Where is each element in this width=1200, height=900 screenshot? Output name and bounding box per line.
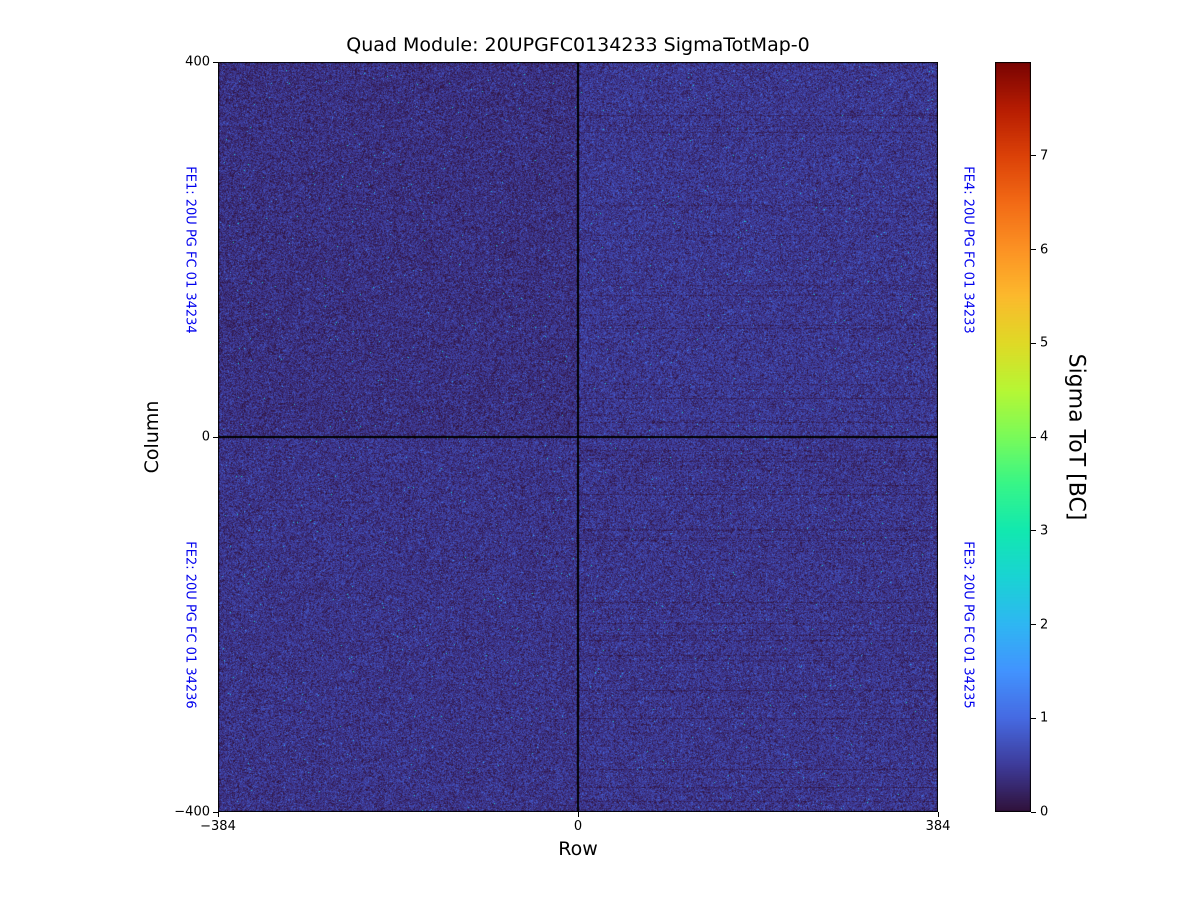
colorbar-label: Sigma ToT [BC]: [1063, 353, 1089, 521]
colorbar-canvas: [995, 62, 1031, 812]
x-tick-label: 384: [925, 819, 951, 834]
tick-mark: [213, 436, 218, 438]
tick-mark: [1031, 342, 1036, 344]
tick-mark: [577, 812, 579, 817]
tick-mark: [1031, 624, 1036, 625]
chart-title: Quad Module: 20UPGFC0134233 SigmaTotMap-…: [346, 34, 810, 56]
x-tick-label: 0: [573, 819, 583, 834]
fe-label-fe4: FE4: 20U PG FC 01 34233: [960, 165, 976, 334]
x-tick-label: −384: [200, 819, 236, 834]
fe-label-fe1: FE1: 20U PG FC 01 34234: [182, 165, 198, 334]
heatmap-canvas: [218, 62, 938, 812]
tick-mark: [217, 812, 219, 817]
colorbar-tick-label: 6: [1040, 242, 1049, 257]
tick-mark: [1031, 530, 1036, 532]
tick-mark: [1031, 155, 1036, 157]
tick-mark: [937, 812, 939, 817]
y-tick-label: 0: [201, 429, 210, 445]
fe-label-fe2: FE2: 20U PG FC 01 34236: [182, 540, 198, 709]
colorbar-tick-label: 5: [1040, 335, 1049, 351]
y-tick-label: −400: [174, 804, 210, 820]
y-tick-label: 400: [185, 54, 210, 70]
colorbar-tick-label: 1: [1040, 710, 1049, 726]
colorbar-tick-label: 7: [1040, 148, 1049, 164]
tick-mark: [1031, 811, 1036, 813]
x-axis-label: Row: [558, 838, 598, 860]
colorbar-tick-label: 4: [1040, 429, 1049, 445]
y-axis-label: Column: [141, 400, 163, 474]
tick-mark: [213, 61, 218, 63]
colorbar-tick-label: 2: [1040, 617, 1049, 632]
tick-mark: [1031, 717, 1036, 719]
tick-mark: [1031, 249, 1036, 250]
colorbar-tick-label: 3: [1040, 523, 1049, 539]
tick-mark: [1031, 436, 1036, 438]
fe-label-fe3: FE3: 20U PG FC 01 34235: [960, 540, 976, 709]
tick-mark: [213, 811, 218, 813]
colorbar-tick-label: 0: [1040, 804, 1049, 820]
